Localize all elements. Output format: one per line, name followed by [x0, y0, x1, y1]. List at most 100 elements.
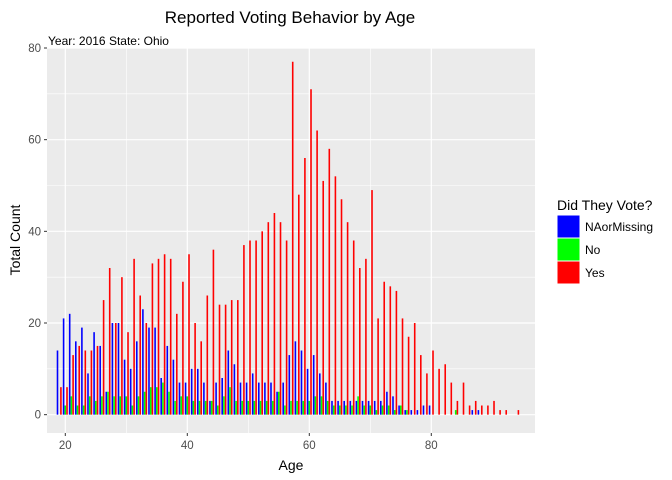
bar-naormissing-age-64	[331, 400, 333, 415]
bar-naormissing-age-57	[288, 355, 291, 415]
bar-naormissing-age-21	[68, 313, 71, 415]
bar-no-age-47	[229, 387, 231, 415]
bar-no-age-21	[70, 396, 73, 415]
bar-naormissing-age-20	[62, 318, 65, 415]
bar-yes-age-65	[340, 199, 343, 415]
bar-naormissing-age-75	[398, 405, 400, 415]
bar-no-age-28	[113, 396, 115, 415]
bar-yes-age-29	[121, 277, 123, 415]
bar-naormissing-age-41	[190, 368, 193, 415]
bar-no-age-34	[149, 387, 152, 415]
bar-no-age-46	[223, 396, 225, 415]
bar-naormissing-age-30	[123, 359, 126, 415]
bar-naormissing-age-51	[251, 373, 254, 415]
bar-no-age-49	[241, 400, 243, 415]
bar-yes-age-92	[505, 410, 508, 415]
bar-no-age-22	[76, 405, 79, 415]
bar-naormissing-age-54	[270, 382, 272, 415]
bar-no-age-70	[369, 405, 372, 415]
legend-swatch-naormissing	[556, 214, 581, 239]
legend: Did They Vote? NAorMissing No Yes	[556, 197, 653, 285]
bar-no-age-58	[296, 400, 298, 415]
y-axis-title: Total Count	[7, 204, 23, 275]
bar-naormissing-age-66	[343, 400, 345, 415]
bar-yes-age-42	[200, 341, 202, 415]
bar-yes-age-47	[230, 300, 233, 415]
bar-yes-age-50	[249, 240, 251, 415]
bar-naormissing-age-88	[477, 410, 480, 415]
bar-yes-age-51	[255, 240, 257, 415]
bar-no-age-84	[454, 410, 457, 415]
bar-naormissing-age-34	[148, 327, 150, 415]
bar-naormissing-age-38	[172, 359, 175, 415]
bar-yes-age-35	[157, 258, 160, 415]
bar-yes-age-76	[407, 336, 410, 415]
bar-yes-age-54	[273, 213, 276, 415]
bar-no-age-75	[400, 405, 402, 415]
bar-yes-age-59	[304, 158, 306, 415]
bar-naormissing-age-59	[300, 350, 303, 415]
bar-no-age-48	[235, 400, 237, 415]
bar-naormissing-age-71	[373, 400, 376, 415]
bars-layer	[56, 61, 520, 415]
bar-no-age-50	[247, 400, 250, 415]
bar-naormissing-age-48	[233, 364, 236, 415]
bar-no-age-62	[320, 396, 323, 415]
bar-naormissing-age-32	[136, 341, 138, 415]
bar-yes-age-56	[285, 240, 288, 415]
bar-no-age-38	[174, 400, 176, 415]
bar-yes-age-78	[420, 355, 422, 415]
bar-no-age-29	[119, 396, 121, 415]
bar-no-age-76	[406, 410, 408, 415]
bar-naormissing-age-52	[258, 382, 260, 415]
bar-yes-age-62	[322, 180, 325, 415]
bar-naormissing-age-29	[117, 323, 120, 415]
bar-no-age-60	[308, 400, 311, 415]
bar-naormissing-age-62	[319, 373, 321, 415]
bar-no-age-67	[351, 405, 353, 415]
bar-no-age-26	[101, 396, 103, 415]
y-axis: 0 20 40 60 80	[28, 43, 47, 422]
bar-no-age-44	[210, 400, 213, 415]
y-tick-label: 80	[28, 43, 41, 55]
bar-no-age-33	[143, 391, 146, 415]
bar-no-age-42	[198, 400, 201, 415]
bar-yes-age-34	[151, 263, 154, 415]
bar-yes-age-81	[438, 368, 440, 415]
bar-no-age-73	[387, 405, 390, 415]
bar-naormissing-age-22	[75, 341, 77, 415]
bar-naormissing-age-60	[306, 368, 309, 415]
bar-naormissing-age-33	[142, 309, 144, 415]
bar-yes-age-87	[474, 400, 477, 415]
x-axis-title: Age	[279, 457, 304, 473]
bar-yes-age-68	[359, 268, 361, 415]
y-tick-label: 0	[35, 410, 41, 422]
bar-yes-age-82	[444, 364, 447, 415]
bar-yes-age-33	[145, 323, 148, 415]
bar-yes-age-83	[450, 382, 453, 415]
bar-yes-age-77	[413, 323, 416, 415]
bar-yes-age-74	[395, 290, 398, 415]
bar-no-age-52	[259, 400, 262, 415]
bar-naormissing-age-45	[215, 382, 217, 415]
bar-yes-age-71	[377, 318, 379, 415]
bar-naormissing-age-19	[56, 350, 59, 415]
bar-naormissing-age-55	[276, 391, 278, 415]
bar-yes-age-48	[237, 300, 239, 415]
bar-yes-age-36	[163, 254, 166, 415]
bar-yes-age-53	[267, 222, 270, 415]
bar-no-age-61	[314, 396, 317, 415]
bar-naormissing-age-65	[337, 400, 339, 415]
bar-naormissing-age-76	[404, 410, 406, 415]
bar-naormissing-age-69	[361, 400, 364, 415]
bar-naormissing-age-35	[154, 327, 156, 415]
x-axis: 20 40 60 80	[59, 433, 438, 452]
bar-yes-age-23	[84, 350, 87, 415]
bar-naormissing-age-72	[380, 400, 382, 415]
bar-no-age-25	[95, 400, 97, 415]
bar-no-age-51	[253, 400, 256, 415]
y-tick-label: 40	[28, 226, 41, 238]
bar-yes-age-64	[334, 176, 337, 415]
bar-naormissing-age-46	[221, 378, 223, 415]
legend-label-no: No	[585, 243, 601, 257]
